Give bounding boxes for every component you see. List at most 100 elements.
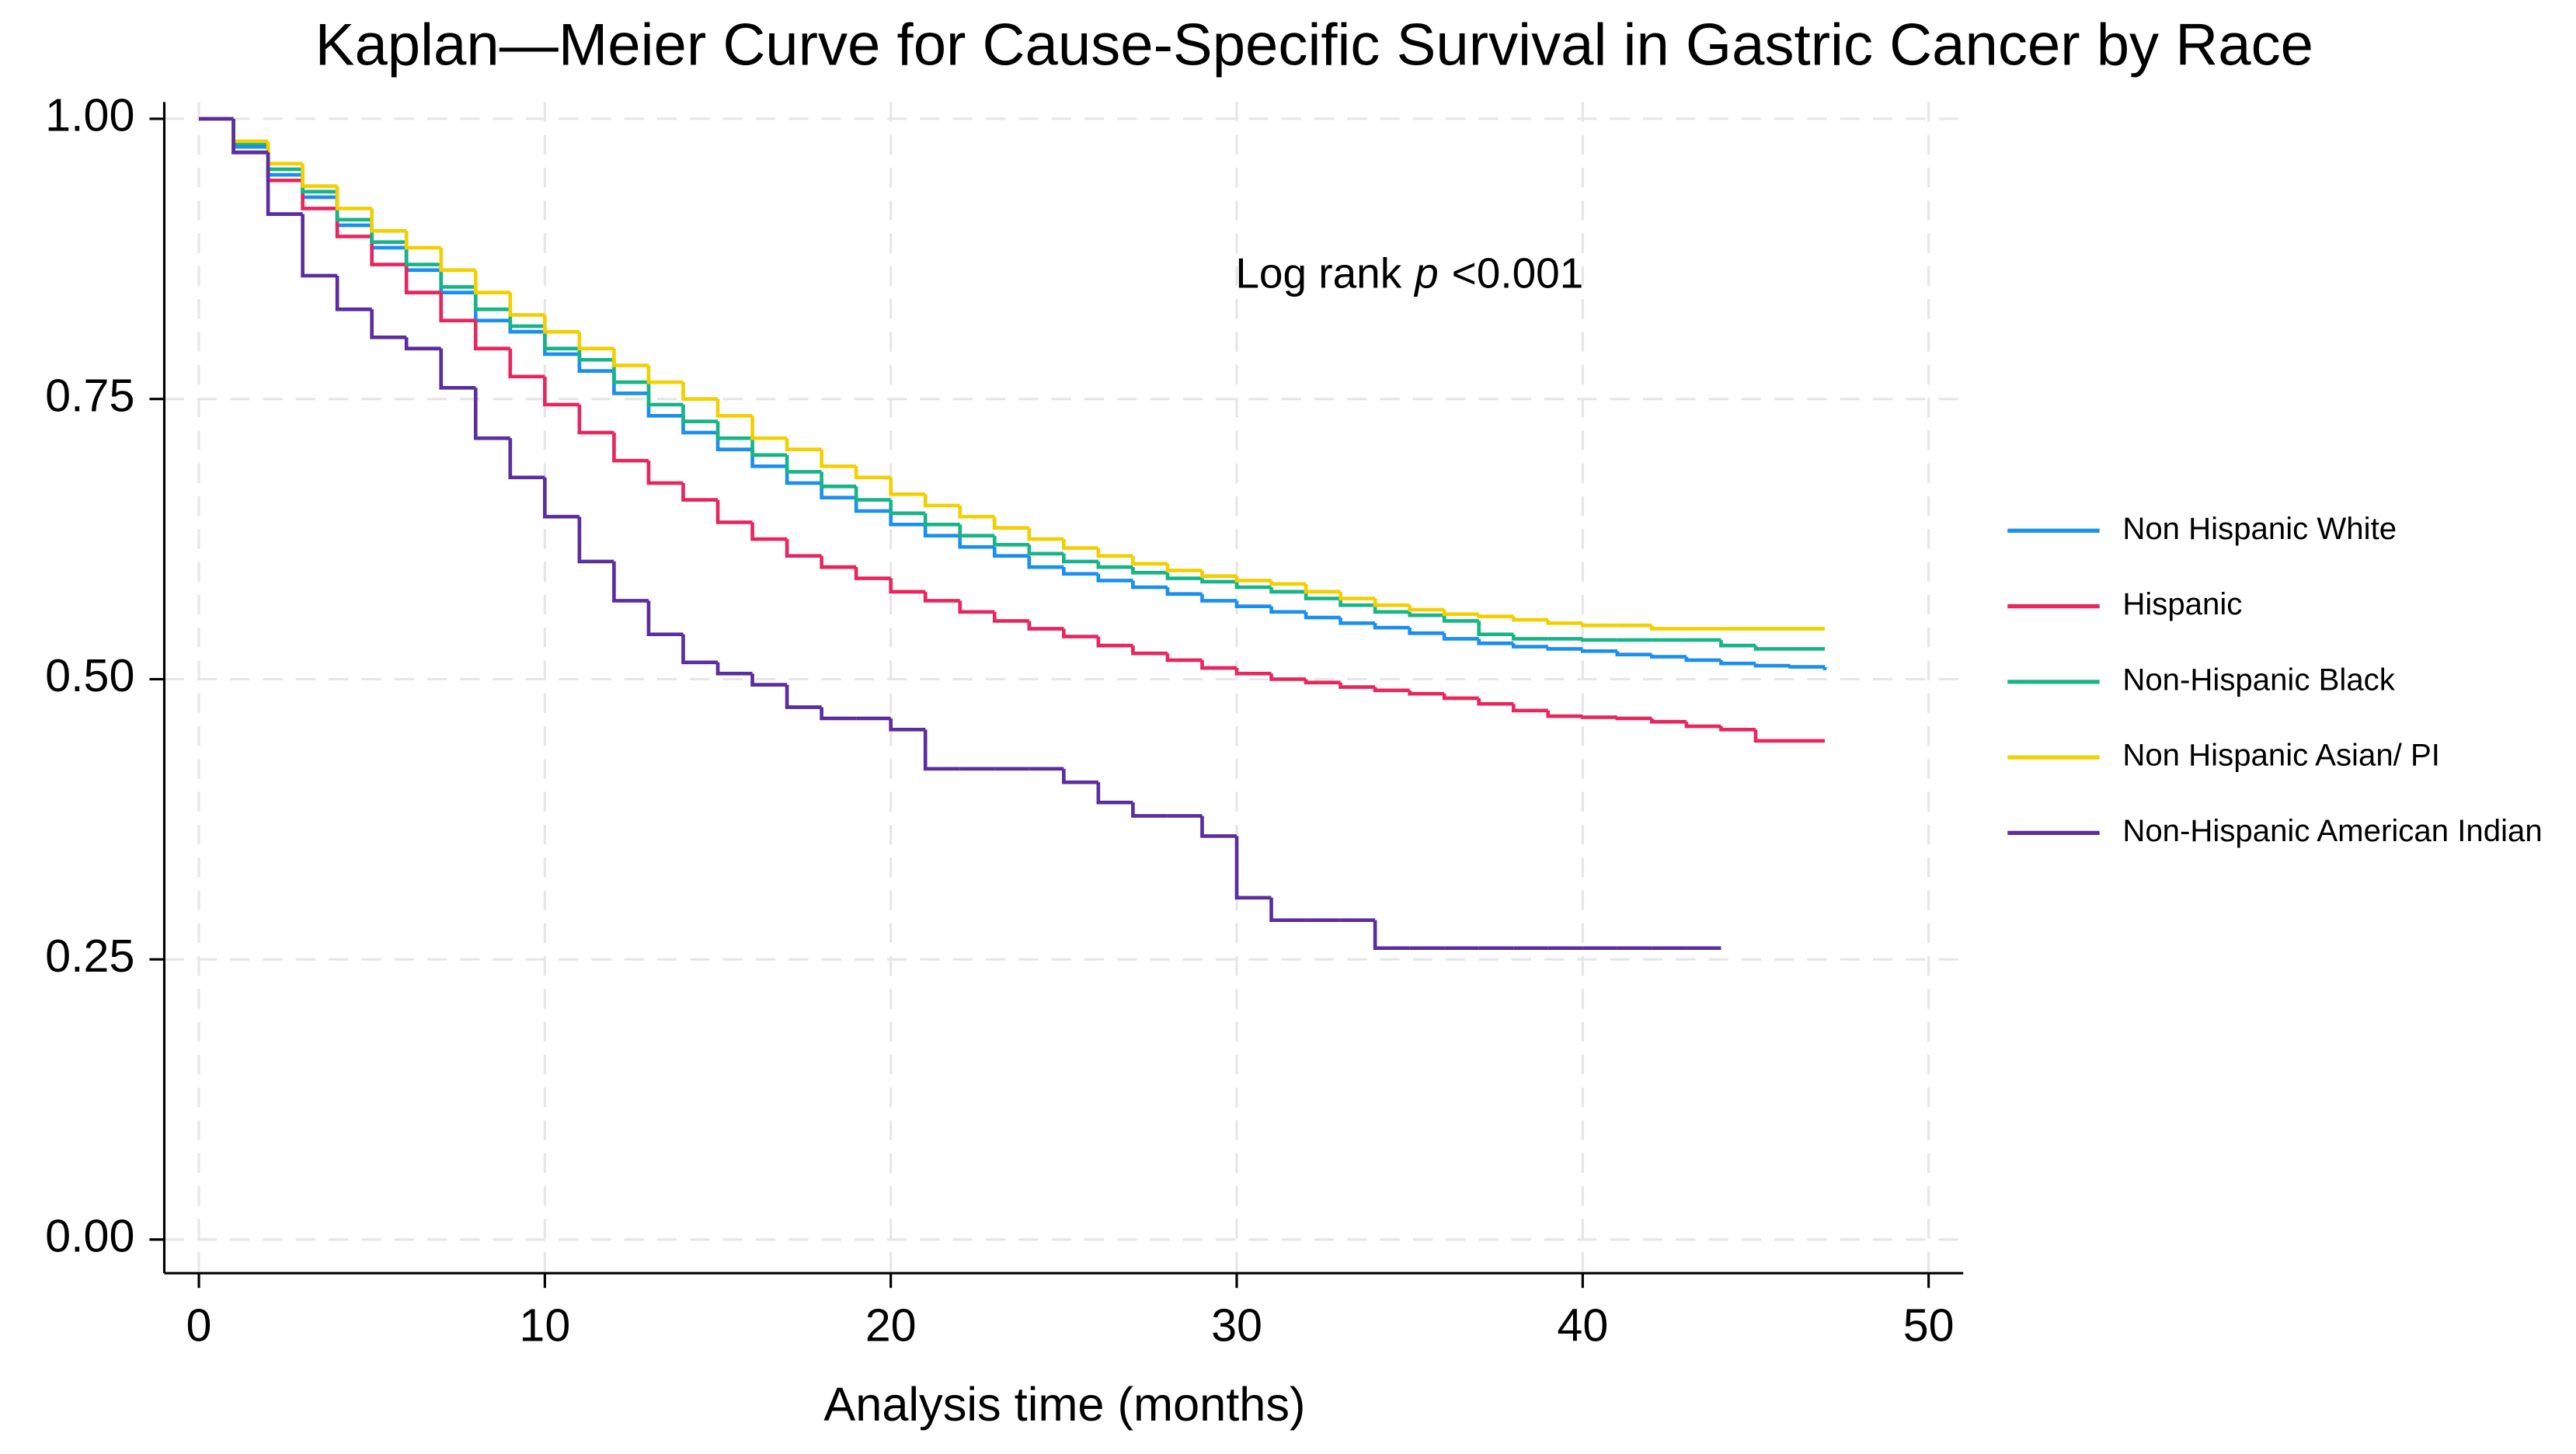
survival-step — [543, 332, 580, 357]
survival-step — [1511, 634, 1548, 641]
survival-step — [1546, 646, 1583, 651]
survival-step — [785, 684, 822, 709]
survival-step — [992, 517, 1029, 530]
survival-step — [1719, 639, 1756, 648]
survival-step — [1131, 567, 1168, 575]
survival-step — [1442, 633, 1479, 641]
survival-step — [577, 348, 614, 362]
survival-step — [543, 325, 580, 351]
survival-step — [1269, 587, 1307, 594]
survival-step — [301, 169, 338, 194]
survival-step — [750, 522, 788, 541]
survival-step — [889, 477, 926, 496]
survival-step — [992, 535, 1029, 547]
survival-step — [889, 499, 926, 516]
survival-step — [681, 416, 719, 435]
survival-step — [1442, 609, 1479, 617]
survival-step — [750, 416, 788, 440]
survival-step — [1027, 555, 1064, 569]
x-tick-label: 0 — [186, 1299, 212, 1351]
survival-step — [1338, 682, 1376, 689]
survival-step — [750, 673, 788, 687]
survival-step — [577, 517, 614, 564]
survival-step — [1165, 653, 1203, 663]
survival-step — [1165, 587, 1203, 597]
survival-step — [1650, 625, 1687, 631]
survival-step — [1338, 591, 1376, 600]
survival-step — [335, 208, 372, 238]
survival-step — [1269, 606, 1307, 614]
y-tick-label: 0.50 — [45, 649, 134, 701]
survival-step — [1442, 694, 1479, 701]
annotation-text: Log rank — [1235, 249, 1401, 297]
survival-step — [577, 404, 614, 435]
legend-label: Non Hispanic Asian/ PI — [2122, 738, 2440, 773]
survival-step — [439, 348, 476, 390]
survival-step — [577, 353, 614, 373]
survival-step — [1408, 628, 1445, 635]
survival-step — [1338, 598, 1376, 607]
survival-step — [1234, 600, 1272, 608]
survival-step — [1165, 572, 1203, 580]
survival-step — [1131, 802, 1168, 818]
survival-step — [1373, 687, 1410, 693]
survival-step — [543, 376, 580, 407]
y-tick-label: 0.00 — [45, 1210, 134, 1262]
survival-step — [889, 718, 926, 732]
survival-step — [1477, 621, 1514, 637]
x-tick-label: 40 — [1557, 1299, 1608, 1351]
survival-step — [1477, 614, 1514, 618]
survival-step — [1062, 553, 1098, 564]
survival-step — [1753, 729, 1791, 743]
survival-step — [1234, 576, 1272, 583]
survival-step — [473, 287, 510, 311]
survival-step — [473, 292, 510, 323]
survival-step — [1719, 726, 1756, 732]
x-tick-label: 50 — [1903, 1299, 1955, 1351]
survival-step — [1580, 638, 1617, 642]
survival-step — [715, 421, 753, 440]
survival-step — [1511, 616, 1548, 622]
survival-step — [439, 247, 476, 273]
survival-step — [1096, 573, 1133, 583]
survival-step — [1408, 690, 1445, 696]
survival-step — [612, 561, 649, 603]
survival-step — [750, 438, 788, 457]
survival-step — [681, 404, 719, 423]
survival-step — [577, 332, 614, 351]
survival-step — [1131, 555, 1168, 566]
survival-step — [1615, 716, 1652, 721]
survival-step — [1131, 580, 1168, 590]
survival-step — [1200, 659, 1237, 670]
survival-step — [439, 264, 476, 289]
survival-step — [1373, 623, 1410, 630]
survival-step — [1650, 654, 1687, 659]
survival-step — [1096, 548, 1133, 558]
survival-step — [1027, 544, 1064, 556]
survival-step — [1200, 593, 1237, 603]
survival-step — [439, 270, 476, 294]
survival-step — [992, 547, 1029, 558]
survival-step — [785, 438, 822, 451]
survival-step — [958, 524, 995, 538]
survival-step — [1234, 667, 1272, 676]
survival-step — [370, 309, 407, 339]
survival-step — [1269, 673, 1307, 681]
survival-step — [1200, 816, 1237, 838]
survival-step — [1408, 611, 1445, 617]
survival-step — [231, 118, 269, 144]
survival-step — [923, 591, 960, 603]
survival-step — [1338, 617, 1376, 625]
survival-step — [715, 662, 753, 676]
survival-step — [992, 611, 1029, 623]
survival-step — [1753, 663, 1791, 668]
survival-step — [750, 449, 788, 468]
survival-step — [335, 275, 372, 311]
survival-step — [404, 231, 441, 250]
survival-step — [370, 225, 407, 250]
survival-step — [1719, 659, 1756, 666]
chart-title: Kaplan—Meier Curve for Cause-Specific Su… — [315, 12, 2313, 78]
survival-step — [1650, 718, 1687, 724]
